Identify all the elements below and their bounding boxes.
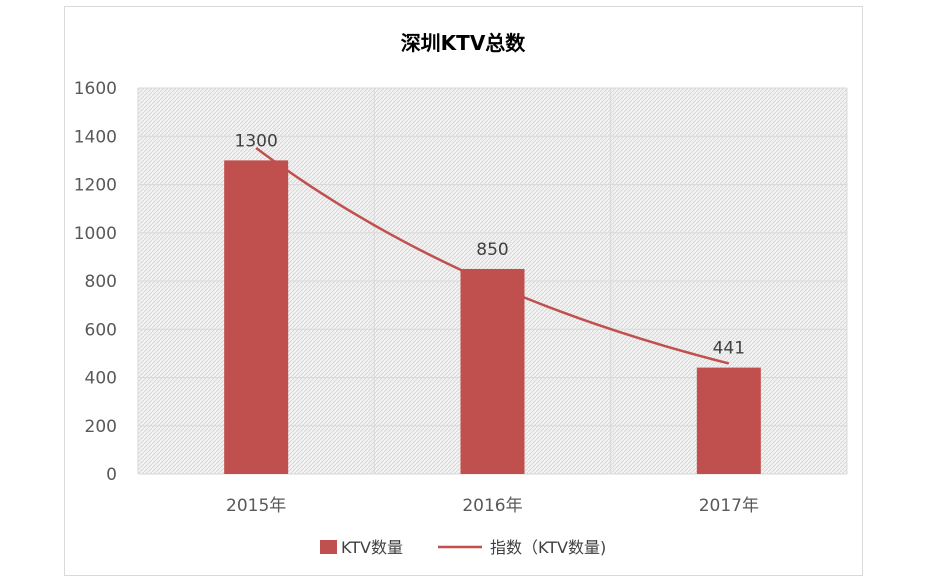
bar: [224, 160, 289, 474]
bar: [460, 268, 525, 474]
bars: [224, 160, 761, 474]
y-tick-label: 1400: [74, 127, 117, 147]
x-tick-label: 2016年: [462, 496, 522, 516]
legend-swatch-bar: [320, 540, 337, 554]
data-label: 850: [476, 240, 508, 260]
data-labels: 1300 850 441: [235, 131, 746, 358]
y-tick-label: 800: [85, 272, 117, 292]
chart-title: 深圳KTV总数: [401, 31, 527, 55]
y-tick-label: 1200: [74, 176, 117, 196]
x-tick-label: 2015年: [226, 496, 286, 516]
y-tick-label: 1600: [74, 79, 117, 99]
y-tick-label: 1000: [74, 224, 117, 244]
y-tick-label: 600: [85, 320, 117, 340]
legend: KTV数量 指数（KTV数量): [320, 538, 606, 557]
y-tick-label: 400: [85, 369, 117, 389]
data-label: 1300: [235, 131, 278, 151]
data-label: 441: [713, 339, 745, 359]
x-axis-tick-labels: 2015年 2016年 2017年: [226, 496, 759, 516]
y-tick-label: 200: [85, 417, 117, 437]
x-tick-label: 2017年: [699, 496, 759, 516]
legend-label-bar: KTV数量: [341, 538, 403, 557]
trendline: [255, 147, 730, 365]
y-axis-tick-labels: 0 200 400 600 800 1000 1200 1400 1600: [74, 79, 117, 485]
y-tick-label: 0: [106, 465, 117, 485]
trendline-path: [255, 147, 730, 365]
bar: [696, 367, 761, 474]
legend-label-line: 指数（KTV数量): [490, 538, 606, 557]
